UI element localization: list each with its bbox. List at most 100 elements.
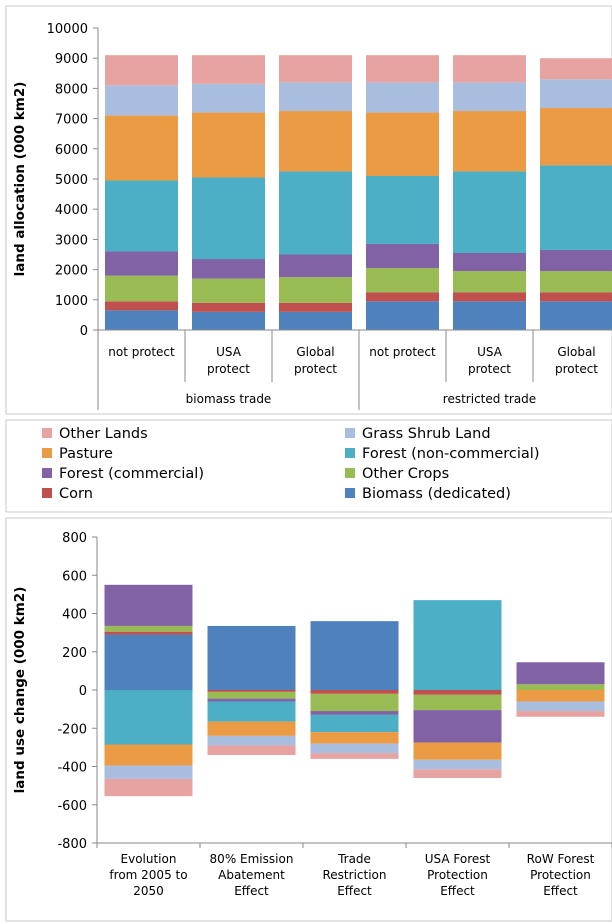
bar-segment-pasture bbox=[540, 108, 612, 166]
legend-panel bbox=[5, 419, 612, 513]
y-tick-label: 0 bbox=[80, 324, 88, 339]
legend-swatch-biomass-dedicated bbox=[345, 488, 355, 498]
x-category-label: Evolution bbox=[121, 852, 177, 866]
bar-segment-corn bbox=[279, 302, 352, 312]
x-group-label-biomass-trade: biomass trade bbox=[186, 392, 272, 406]
bar-segment-other-lands bbox=[540, 58, 612, 80]
bar-segment-pasture bbox=[104, 744, 193, 766]
bar-segment-forest-commercial bbox=[192, 259, 265, 279]
legend-swatch-other-lands bbox=[42, 428, 52, 438]
bar-segment-other-lands bbox=[310, 753, 399, 759]
bar-segment-forest-commercial bbox=[413, 710, 502, 743]
x-category-label: Effect bbox=[440, 884, 475, 898]
legend-swatch-forest-non-commercial bbox=[345, 448, 355, 458]
bar-segment-other-lands bbox=[366, 55, 439, 83]
x-category-label: Abatement bbox=[218, 868, 285, 882]
y-tick-label: 400 bbox=[62, 608, 87, 623]
bar-segment-forest-commercial bbox=[516, 662, 605, 685]
x-category-label: Protection bbox=[530, 868, 591, 882]
legend-label-other-lands: Other Lands bbox=[59, 426, 148, 442]
bar-segment-biomass-dedicated bbox=[192, 311, 265, 330]
y-tick-label: 3000 bbox=[55, 233, 88, 248]
bar-segment-forest-commercial bbox=[207, 698, 296, 702]
y-tick-label: 4000 bbox=[55, 203, 88, 218]
x-group-label-restricted-trade: restricted trade bbox=[443, 392, 536, 406]
bar-segment-corn bbox=[413, 690, 502, 695]
bar-segment-corn bbox=[310, 690, 399, 694]
bottom-chart: -800 -600 -400 -200 0 200 400 600 800 land use ch… bbox=[12, 531, 612, 898]
bar-segment-forest-non-commercial bbox=[192, 177, 265, 260]
bar-segment-forest-commercial bbox=[540, 249, 612, 272]
y-tick-label: -400 bbox=[57, 761, 87, 776]
top-chart: 0 1000 2000 3000 4000 5000 6000 7000 8000 9000 100… bbox=[12, 22, 612, 410]
bar-segment-pasture bbox=[279, 111, 352, 172]
legend-swatch-pasture bbox=[42, 448, 52, 458]
bar-segment-other-lands bbox=[105, 55, 178, 86]
x-category-label: protect bbox=[294, 362, 337, 376]
x-category-label: Effect bbox=[543, 884, 578, 898]
x-category-label: USA bbox=[477, 345, 503, 359]
x-category-label: not protect bbox=[108, 345, 175, 359]
y-axis-title: land use change (000 km2) bbox=[12, 587, 28, 794]
bar-segment-biomass-dedicated bbox=[540, 301, 612, 330]
bar-segment-forest-non-commercial bbox=[105, 180, 178, 252]
bar-segment-grass-shrub-land bbox=[192, 83, 265, 113]
legend-label-forest-non-commercial: Forest (non-commercial) bbox=[362, 446, 539, 462]
y-tick-label: 200 bbox=[62, 646, 87, 661]
bar-segment-other-crops bbox=[453, 271, 526, 293]
bar-segment-corn bbox=[104, 631, 193, 635]
bar-segment-other-lands bbox=[516, 711, 605, 717]
y-tick-label: 0 bbox=[79, 684, 87, 699]
y-tick-label: 9000 bbox=[55, 52, 88, 67]
bar-segment-forest-commercial bbox=[366, 243, 439, 269]
bar-segment-forest-non-commercial bbox=[310, 714, 399, 733]
x-category-label: 80% Emission bbox=[210, 852, 294, 866]
bar-segment-pasture bbox=[366, 112, 439, 176]
bar-segment-forest-non-commercial bbox=[540, 165, 612, 250]
bar-segment-biomass-dedicated bbox=[366, 301, 439, 330]
bar-segment-corn bbox=[105, 301, 178, 311]
bar-segment-forest-commercial bbox=[104, 584, 193, 626]
bar-segment-forest-non-commercial bbox=[413, 600, 502, 690]
legend-label-corn: Corn bbox=[59, 486, 93, 502]
y-tick-label: -600 bbox=[57, 799, 87, 814]
bar-segment-grass-shrub-land bbox=[366, 82, 439, 113]
bar-segment-pasture bbox=[105, 115, 178, 181]
y-tick-label: -800 bbox=[57, 837, 87, 852]
x-category-label: not protect bbox=[369, 345, 436, 359]
bar-segment-corn bbox=[207, 690, 296, 692]
bar-segment-other-lands bbox=[192, 55, 265, 84]
x-category-label: Global bbox=[296, 345, 334, 359]
bar-segment-other-lands bbox=[104, 778, 193, 797]
legend-label-pasture: Pasture bbox=[59, 446, 113, 462]
bar-segment-grass-shrub-land bbox=[279, 82, 352, 112]
bar-segment-corn bbox=[192, 302, 265, 312]
legend-swatch-corn bbox=[42, 488, 52, 498]
y-tick-label: 2000 bbox=[55, 264, 88, 279]
bar-segment-pasture bbox=[207, 721, 296, 736]
bar-segment-corn bbox=[453, 292, 526, 302]
bar-segment-corn bbox=[366, 292, 439, 302]
y-axis-title: land allocation (000 km2) bbox=[12, 82, 28, 277]
bar-segment-other-crops bbox=[516, 684, 605, 690]
x-category-label: Protection bbox=[427, 868, 488, 882]
bar-segment-forest-commercial bbox=[105, 251, 178, 276]
bar-segment-forest-commercial bbox=[453, 252, 526, 272]
bar-segment-forest-commercial bbox=[310, 711, 399, 715]
bar-segment-biomass-dedicated bbox=[310, 621, 399, 690]
bar-segment-biomass-dedicated bbox=[207, 625, 296, 690]
x-category-label: Effect bbox=[234, 884, 269, 898]
x-category-label: USA Forest bbox=[425, 852, 491, 866]
bar-segment-forest-non-commercial bbox=[104, 690, 193, 745]
bar-segment-grass-shrub-land bbox=[413, 759, 502, 770]
bar-segment-other-lands bbox=[413, 769, 502, 778]
y-tick-label: 10000 bbox=[47, 22, 88, 37]
bar-segment-other-lands bbox=[453, 55, 526, 83]
bar-segment-other-crops bbox=[540, 271, 612, 293]
x-category-label: USA bbox=[216, 345, 242, 359]
bar-segment-other-crops bbox=[279, 277, 352, 303]
legend-label-biomass-dedicated: Biomass (dedicated) bbox=[362, 486, 511, 502]
y-tick-label: 8000 bbox=[55, 82, 88, 97]
y-tick-label: -200 bbox=[57, 722, 87, 737]
